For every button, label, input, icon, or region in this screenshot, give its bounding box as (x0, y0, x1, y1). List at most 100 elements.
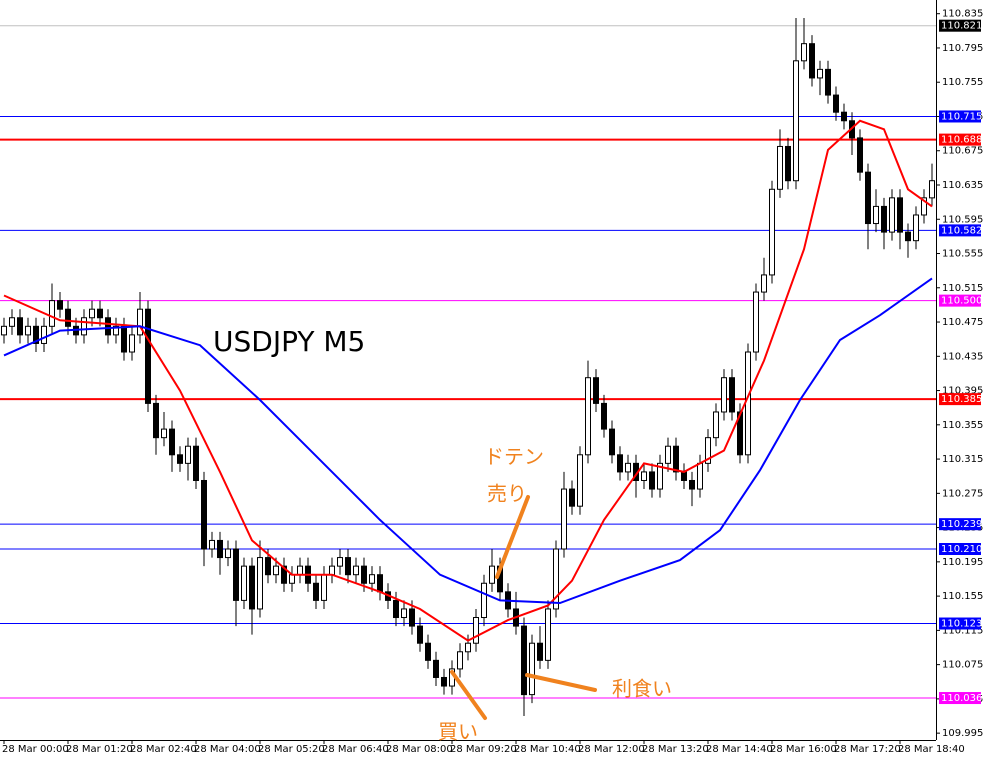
y-tick-label: 110.515 (942, 283, 983, 294)
candle-body (345, 557, 351, 576)
candle-body (617, 454, 623, 473)
annotation: 売り (487, 482, 527, 506)
candle-body (137, 308, 143, 336)
y-tick-label: 110.155 (942, 591, 983, 602)
x-tick-label: 28 Mar 10:40 (514, 744, 581, 755)
x-tick-label: 28 Mar 04:00 (194, 744, 261, 755)
y-tick-label: 110.395 (942, 386, 983, 397)
y-tick-label: 110.675 (942, 146, 983, 157)
candle-body (273, 565, 279, 576)
candle-body (153, 402, 159, 439)
level-label-box (939, 133, 981, 146)
y-tick-label: 110.075 (942, 660, 983, 671)
candle-body (233, 548, 239, 601)
candle-body (57, 300, 63, 310)
candle-body (665, 445, 671, 464)
candle-body (689, 479, 695, 490)
candle-body (185, 445, 191, 464)
candle-body (881, 205, 887, 233)
x-tick-label: 28 Mar 08:00 (386, 744, 453, 755)
candle-body (161, 428, 167, 439)
y-tick-label: 109.995 (942, 728, 983, 739)
candle-body (857, 137, 863, 173)
candle-body (393, 599, 399, 619)
level-label: 110.715 (941, 111, 982, 122)
candle-body (921, 197, 927, 216)
candle-body (777, 145, 783, 190)
candle-body (745, 351, 751, 456)
annotation: 利食い (612, 677, 672, 701)
candle-body (97, 308, 103, 319)
candle-body (281, 565, 287, 584)
candle-body (913, 214, 919, 242)
level-label-box (939, 393, 981, 406)
candle-body (753, 291, 759, 353)
candle-body (337, 557, 343, 567)
moving-average (3, 119, 933, 642)
candle-body (681, 471, 687, 481)
level-label: 110.123 (941, 619, 982, 630)
level-label-box (939, 617, 981, 630)
annotation: 買い (438, 720, 478, 744)
candle-body (705, 437, 711, 464)
candle-body (113, 325, 119, 336)
candle-body (417, 625, 423, 644)
candle-body (673, 445, 679, 473)
chart-title: USDJPY M5 (213, 325, 365, 358)
level-label-box (939, 110, 981, 123)
candle-body (489, 565, 495, 584)
annotation: ドテン (484, 445, 544, 469)
candle-body (121, 325, 127, 353)
candle-body (905, 231, 911, 242)
level-label-box (939, 19, 981, 32)
level-label-box (939, 224, 981, 237)
candle-body (81, 317, 87, 336)
x-tick-label: 28 Mar 01:20 (66, 744, 133, 755)
candle-body (177, 454, 183, 464)
candle-body (25, 325, 31, 336)
candle-body (369, 574, 375, 584)
candle-body (737, 411, 743, 456)
x-tick-label: 28 Mar 18:40 (898, 744, 965, 755)
candle-body (361, 565, 367, 584)
y-tick-label: 110.755 (942, 77, 983, 88)
y-tick-label: 110.795 (942, 43, 983, 54)
candle-body (17, 317, 23, 336)
y-tick-label: 110.315 (942, 454, 983, 465)
candle-body (241, 565, 247, 601)
candle-body (761, 274, 767, 293)
candle-body (313, 582, 319, 601)
candle-body (65, 308, 71, 327)
candle-body (649, 471, 655, 490)
candle-body (769, 188, 775, 276)
candle-body (873, 205, 879, 225)
candle-body (49, 300, 55, 327)
candle-body (585, 377, 591, 456)
candle-body (657, 462, 663, 490)
candle-body (897, 197, 903, 233)
grid-layer (0, 25, 936, 699)
candle-body (217, 539, 223, 559)
candle-body (41, 325, 47, 344)
candle-body (545, 608, 551, 661)
candle-body (225, 548, 231, 559)
axis-layer: 110.835110.795110.755110.715110.675110.6… (2, 9, 983, 755)
candle-body (521, 625, 527, 696)
x-tick-label: 28 Mar 17:20 (834, 744, 901, 755)
candle-body (593, 377, 599, 404)
y-tick-label: 110.835 (942, 9, 983, 20)
candle-body (825, 68, 831, 96)
x-tick-label: 28 Mar 06:40 (322, 744, 389, 755)
candle-body (257, 557, 263, 610)
level-label-box (939, 518, 981, 531)
candle-body (697, 462, 703, 490)
candle-body (377, 574, 383, 593)
candle-body (729, 377, 735, 413)
y-tick-label: 110.355 (942, 420, 983, 431)
candle-body (793, 60, 799, 182)
candle-body (105, 317, 111, 336)
candle-body (865, 171, 871, 225)
candle-body (561, 488, 567, 550)
x-tick-label: 28 Mar 13:20 (642, 744, 709, 755)
